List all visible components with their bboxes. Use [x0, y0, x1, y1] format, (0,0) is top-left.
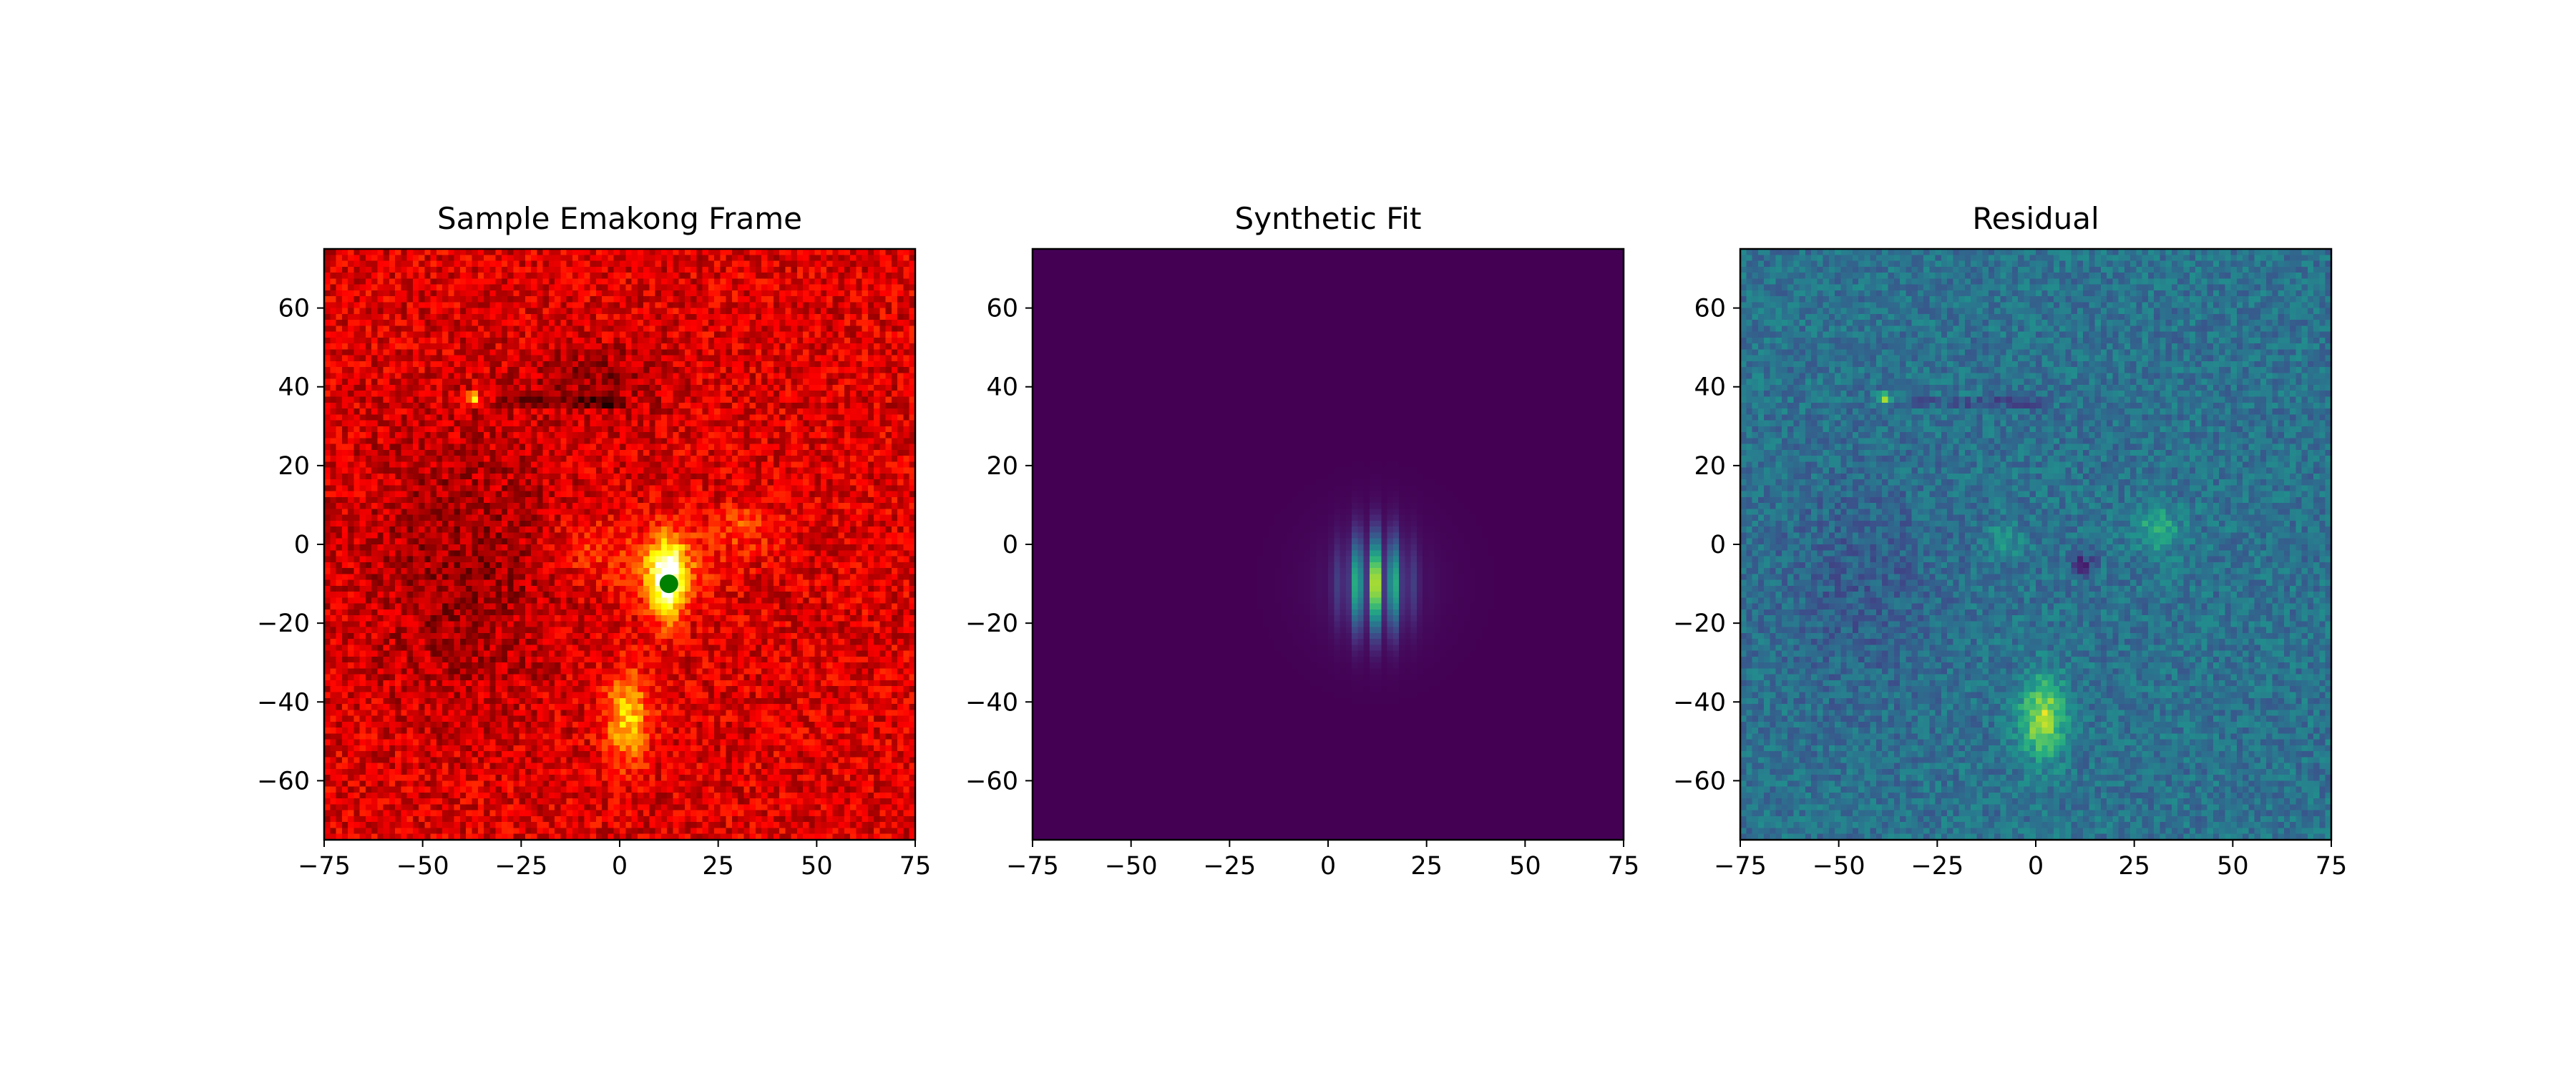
x-tick-label: 25 [702, 852, 734, 881]
x-tick-label: −50 [1813, 852, 1865, 881]
x-tick-label: −75 [298, 852, 351, 881]
y-tick-label: 60 [986, 295, 1018, 323]
x-tick-label: −25 [1911, 852, 1963, 881]
y-tick-label: 40 [1694, 373, 1726, 402]
y-tick-label: −20 [257, 609, 310, 638]
x-tick-label: 50 [1509, 852, 1541, 881]
y-tick-label: 40 [986, 373, 1018, 402]
x-tick-label: −50 [396, 852, 449, 881]
x-tick-label: 50 [2217, 852, 2249, 881]
y-tick-label: −40 [1673, 688, 1726, 717]
panel-3: −75 −50 −25 0 25 50 75 −60 −40 −20 0 20 40 60 Residual [1673, 201, 2347, 881]
x-tick-label: 0 [612, 852, 628, 881]
y-tick-label: 40 [278, 373, 310, 402]
y-tick-label: −20 [1673, 609, 1726, 638]
y-tick-label: −20 [965, 609, 1018, 638]
x-tick-label: 25 [2118, 852, 2150, 881]
y-tick-label: 20 [1694, 452, 1726, 481]
y-tick-label: 0 [1002, 531, 1018, 559]
x-tick-label: −25 [1203, 852, 1256, 881]
y-tick-label: −60 [257, 767, 310, 795]
y-tick-label: 20 [278, 452, 310, 481]
x-tick-label: −75 [1714, 852, 1767, 881]
x-tick-label: 75 [1608, 852, 1640, 881]
marker-point [659, 574, 678, 594]
x-tick-label: 50 [801, 852, 833, 881]
x-tick-label: 25 [1410, 852, 1443, 881]
y-tick-label: −40 [965, 688, 1018, 717]
y-tick-label: 20 [986, 452, 1018, 481]
x-tick-label: 75 [2316, 852, 2348, 881]
panel-2: −75 −50 −25 0 25 50 75 −60 −40 −20 0 20 40 60 Syntheti… [965, 201, 1639, 881]
y-tick-label: 60 [278, 295, 310, 323]
y-tick-label: −60 [965, 767, 1018, 795]
y-tick-label: 60 [1694, 295, 1726, 323]
heatmap-image [324, 249, 915, 840]
x-tick-label: −75 [1006, 852, 1059, 881]
x-tick-label: 75 [899, 852, 932, 881]
x-tick-label: 0 [2028, 852, 2044, 881]
panel-1: −75 −50 −25 0 25 50 75 −60 −40 −20 0 20 40 60 Sample E… [257, 201, 931, 881]
heatmap-image [1033, 249, 1624, 840]
panel-title: Residual [1972, 201, 2099, 236]
x-tick-label: −50 [1105, 852, 1158, 881]
y-tick-label: −40 [257, 688, 310, 717]
panel-title: Synthetic Fit [1235, 201, 1422, 236]
x-tick-label: 0 [1320, 852, 1336, 881]
y-tick-label: −60 [1673, 767, 1726, 795]
y-tick-label: 0 [294, 531, 310, 559]
y-tick-label: 0 [1710, 531, 1726, 559]
x-tick-label: −25 [494, 852, 547, 881]
panel-title: Sample Emakong Frame [437, 201, 802, 236]
heatmap-image [1740, 249, 2331, 840]
